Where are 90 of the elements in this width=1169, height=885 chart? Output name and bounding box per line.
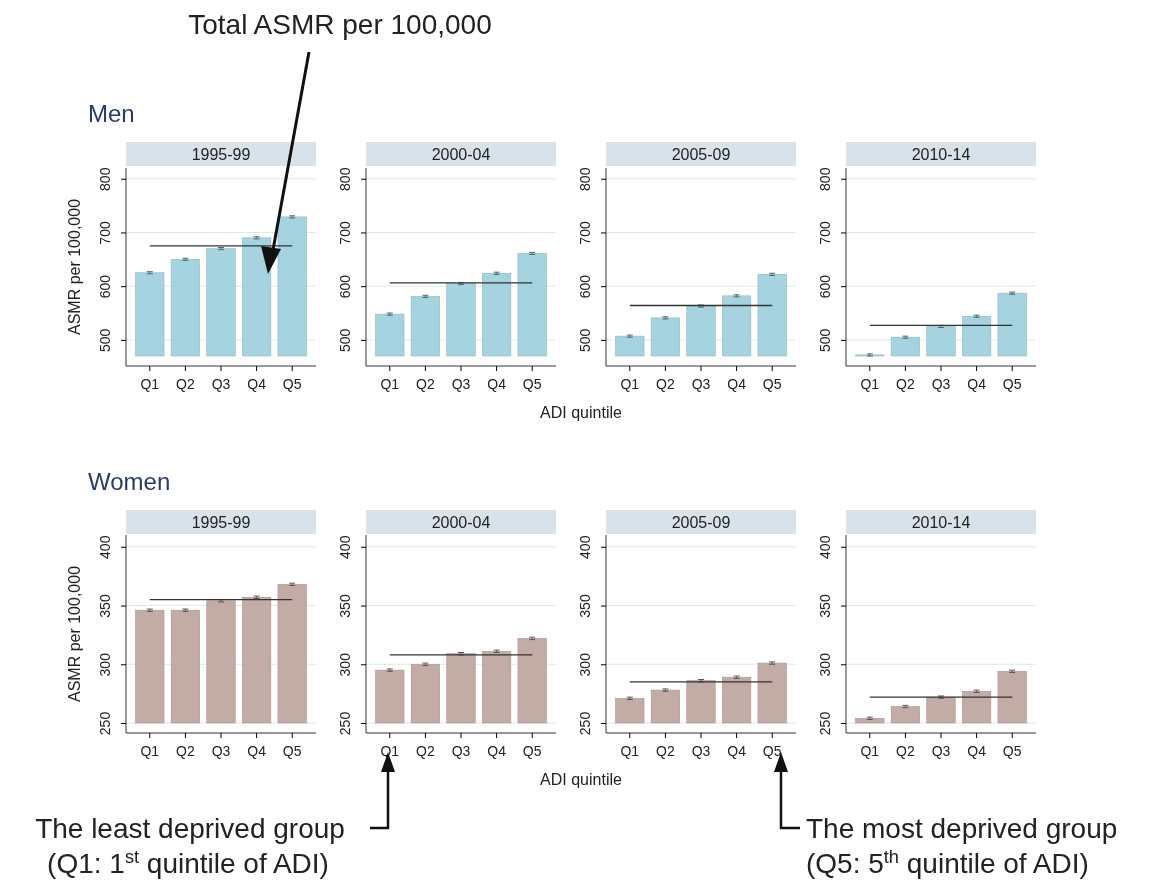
chart-title: 2000-04 bbox=[431, 514, 491, 531]
x-tick-label: Q2 bbox=[416, 376, 435, 393]
x-tick-label: Q5 bbox=[1002, 376, 1022, 393]
y-tick-label: 350 bbox=[337, 594, 353, 618]
y-axis-title: ASMR per 100,000 bbox=[66, 565, 83, 703]
y-tick-label: 400 bbox=[337, 535, 353, 559]
y-tick-label: 250 bbox=[97, 711, 113, 736]
y-tick-label: 350 bbox=[577, 594, 593, 618]
x-tick-label: Q5 bbox=[522, 376, 542, 393]
y-tick-label: 600 bbox=[337, 274, 353, 299]
x-tick-label: Q1 bbox=[620, 743, 640, 760]
text: (Q1: 1$^{st}$ quintile of ADI) bbox=[47, 847, 329, 879]
y-tick-label: 700 bbox=[817, 221, 833, 245]
y-tick-label: 400 bbox=[817, 535, 833, 559]
y-tick-label: 600 bbox=[817, 274, 833, 299]
x-tick-label: Q4 bbox=[967, 743, 987, 760]
chart-title: 2010-14 bbox=[911, 146, 971, 163]
y-tick-label: 350 bbox=[97, 594, 113, 618]
chart-title: 2005-09 bbox=[671, 146, 731, 163]
x-tick-label: Q2 bbox=[656, 743, 675, 760]
x-tick-label: Q2 bbox=[656, 376, 675, 393]
y-tick-label: 400 bbox=[577, 535, 593, 559]
y-tick-label: 800 bbox=[817, 167, 833, 191]
y-tick-label: 350 bbox=[817, 594, 833, 618]
y-tick-label: 300 bbox=[577, 652, 593, 677]
x-tick-label: Q1 bbox=[380, 376, 400, 393]
x-tick-label: Q3 bbox=[931, 376, 951, 393]
x-tick-label: Q1 bbox=[860, 743, 880, 760]
x-tick-label: Q3 bbox=[691, 376, 711, 393]
text: (Q5: 5$^{th}$ quintile of ADI) bbox=[806, 847, 1089, 879]
x-tick-label: Q3 bbox=[451, 376, 471, 393]
x-tick-label: Q3 bbox=[211, 376, 231, 393]
x-tick-label: Q5 bbox=[282, 743, 302, 760]
x-tick-label: Q4 bbox=[247, 376, 267, 393]
x-axis-title: ADI quintile bbox=[540, 771, 623, 788]
x-tick-label: Q2 bbox=[416, 743, 435, 760]
x-tick-label: Q3 bbox=[931, 743, 951, 760]
x-tick-label: Q1 bbox=[860, 376, 880, 393]
y-tick-label: 250 bbox=[337, 711, 353, 736]
y-tick-label: 250 bbox=[577, 711, 593, 736]
x-tick-label: Q3 bbox=[211, 743, 231, 760]
y-tick-label: 400 bbox=[97, 535, 113, 559]
chart-title: 1995-99 bbox=[191, 514, 251, 531]
y-tick-label: 500 bbox=[337, 328, 353, 353]
x-tick-label: Q1 bbox=[140, 743, 160, 760]
x-tick-label: Q5 bbox=[762, 376, 782, 393]
text: The least deprived group bbox=[35, 813, 345, 844]
text: The most deprived group bbox=[806, 813, 1118, 844]
chart-title: 1995-99 bbox=[191, 146, 251, 163]
x-axis-title: ADI quintile bbox=[540, 404, 623, 421]
y-tick-label: 600 bbox=[97, 274, 113, 299]
y-tick-label: 800 bbox=[97, 167, 113, 191]
y-tick-label: 500 bbox=[97, 328, 113, 353]
x-tick-label: Q2 bbox=[176, 376, 195, 393]
x-tick-label: Q1 bbox=[620, 376, 640, 393]
y-tick-label: 700 bbox=[337, 221, 353, 245]
y-tick-label: 300 bbox=[337, 652, 353, 677]
y-tick-label: 300 bbox=[817, 652, 833, 677]
x-tick-label: Q5 bbox=[282, 376, 302, 393]
x-tick-label: Q1 bbox=[140, 376, 160, 393]
chart-subtitle: Men bbox=[88, 100, 135, 127]
x-tick-label: Q3 bbox=[691, 743, 711, 760]
y-tick-label: 300 bbox=[97, 652, 113, 677]
y-tick-label: 700 bbox=[97, 221, 113, 245]
x-tick-label: Q4 bbox=[247, 743, 267, 760]
x-tick-label: Q4 bbox=[727, 376, 747, 393]
chart-title: 2000-04 bbox=[431, 146, 491, 163]
x-tick-label: Q5 bbox=[1002, 743, 1022, 760]
x-tick-label: Q4 bbox=[487, 376, 507, 393]
chart-title: 2005-09 bbox=[671, 514, 731, 531]
x-tick-label: Q5 bbox=[522, 743, 542, 760]
x-tick-label: Q2 bbox=[896, 743, 915, 760]
y-tick-label: 500 bbox=[577, 328, 593, 353]
x-tick-label: Q4 bbox=[727, 743, 747, 760]
x-tick-label: Q2 bbox=[176, 743, 195, 760]
y-axis-title: ASMR per 100,000 bbox=[66, 198, 83, 336]
y-tick-label: 250 bbox=[817, 711, 833, 736]
y-tick-label: 600 bbox=[577, 274, 593, 299]
y-tick-label: 500 bbox=[817, 328, 833, 353]
x-tick-label: Q4 bbox=[967, 376, 987, 393]
x-tick-label: Q2 bbox=[896, 376, 915, 393]
text: Total ASMR per 100,000 bbox=[188, 9, 492, 40]
x-tick-label: Q5 bbox=[762, 743, 782, 760]
y-tick-label: 800 bbox=[337, 167, 353, 191]
y-tick-label: 700 bbox=[577, 221, 593, 245]
y-tick-label: 800 bbox=[577, 167, 593, 191]
x-tick-label: Q3 bbox=[451, 743, 471, 760]
x-tick-label: Q4 bbox=[487, 743, 507, 760]
chart-title: 2010-14 bbox=[911, 514, 971, 531]
chart-subtitle: Women bbox=[88, 468, 171, 495]
